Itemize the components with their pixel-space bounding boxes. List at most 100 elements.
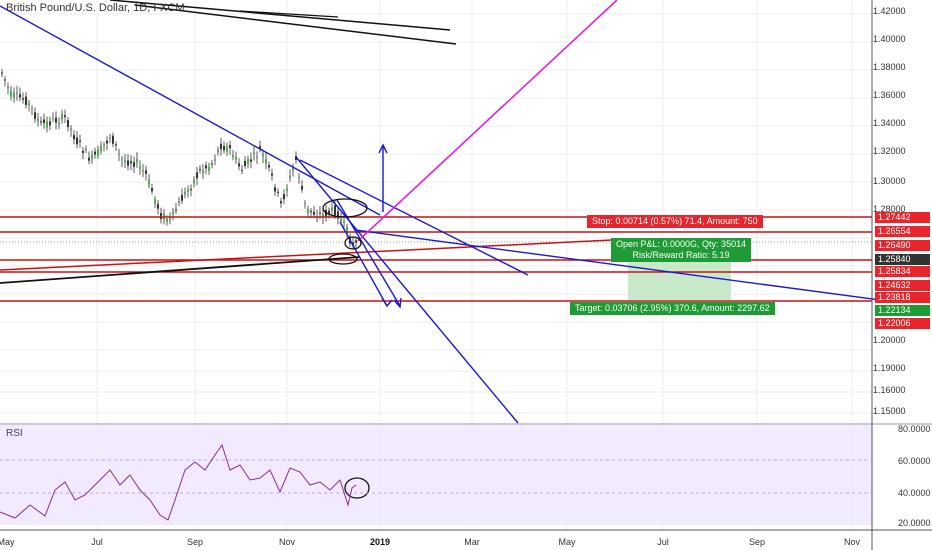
- candle: [181, 194, 183, 201]
- candle: [298, 176, 300, 178]
- annotations[interactable]: [322, 198, 370, 499]
- candle: [112, 135, 114, 144]
- red-trendline[interactable]: [0, 239, 613, 271]
- price-tick: 1.34000: [873, 118, 906, 128]
- candle: [154, 199, 156, 204]
- candle: [217, 149, 219, 153]
- price-pane[interactable]: [0, 0, 872, 423]
- candle: [88, 157, 90, 161]
- symbol-title[interactable]: British Pound/U.S. Dollar, 1D, FXCM: [6, 2, 185, 14]
- ellipse-annotation: [328, 253, 358, 265]
- candle: [97, 149, 99, 156]
- candle: [22, 98, 24, 100]
- target-zone[interactable]: [628, 259, 731, 300]
- date-tick: Mar: [464, 537, 480, 547]
- black-trendline[interactable]: [0, 256, 361, 284]
- candle: [196, 172, 198, 179]
- candle: [133, 162, 135, 167]
- current-price-badge: 1.25840: [875, 254, 930, 265]
- candle: [70, 128, 72, 130]
- candle: [211, 163, 213, 165]
- rsi-label[interactable]: RSI: [6, 428, 23, 439]
- candle: [100, 145, 102, 152]
- date-tick: Jul: [657, 537, 669, 547]
- candle: [331, 207, 333, 211]
- candle: [61, 114, 63, 120]
- candle: [310, 211, 312, 213]
- price-tick: 1.30000: [873, 176, 906, 186]
- candle: [232, 155, 234, 158]
- price-tick: 1.16000: [873, 385, 906, 395]
- target-label[interactable]: Target: 0.03706 (2.95%) 370.6, Amount: 2…: [570, 302, 775, 315]
- candle: [37, 119, 39, 122]
- target-price-badge: 1.22134: [875, 305, 930, 316]
- candle: [73, 135, 75, 140]
- candle: [28, 103, 30, 106]
- pnl-line: Open P&L: 0.0000G, Qty: 35014: [616, 239, 747, 249]
- candle: [157, 203, 159, 209]
- candle: [340, 218, 342, 222]
- candle: [13, 92, 15, 98]
- candle: [271, 173, 273, 176]
- candle: [328, 210, 330, 214]
- candle: [25, 96, 27, 105]
- candle: [139, 166, 141, 169]
- date-tick: Sep: [186, 537, 204, 547]
- candle: [94, 151, 96, 155]
- blue-descending-line: [354, 229, 896, 303]
- blue-steep-line: [295, 156, 519, 424]
- candle: [322, 213, 324, 219]
- rsi-tick: 40.0000: [898, 488, 931, 498]
- candle: [178, 201, 180, 204]
- candle: [7, 86, 9, 89]
- candle: [337, 211, 339, 219]
- blue-trendlines[interactable]: [0, 5, 896, 424]
- candle: [40, 121, 42, 123]
- rsi-ellipse-annotation: [344, 477, 370, 499]
- rsi-tick: 60.0000: [898, 456, 931, 466]
- magenta-line[interactable]: [357, 0, 618, 242]
- candle: [106, 140, 108, 144]
- rsi-pane[interactable]: [0, 425, 872, 525]
- candle: [235, 156, 237, 160]
- candle: [49, 121, 51, 126]
- candle: [319, 212, 321, 214]
- candle: [4, 79, 6, 81]
- pnl-label[interactable]: Open P&L: 0.0000G, Qty: 35014 Risk/Rewar…: [611, 238, 752, 262]
- candle: [262, 153, 264, 157]
- candle: [85, 148, 87, 151]
- candle: [202, 170, 204, 174]
- date-tick: May: [558, 537, 576, 547]
- black-channel-upper[interactable]: [109, 0, 451, 31]
- candle: [109, 137, 111, 139]
- candle: [103, 144, 105, 146]
- date-tick: Jul: [91, 537, 103, 547]
- candle: [277, 191, 279, 193]
- rsi-line: [0, 443, 357, 521]
- candle: [184, 191, 186, 195]
- candle: [199, 169, 201, 171]
- blue-arrow-line-1: [336, 199, 401, 307]
- candle: [76, 137, 78, 145]
- price-badge: 1.27442: [875, 212, 930, 223]
- candle: [130, 161, 132, 164]
- candle: [52, 118, 54, 120]
- candle: [43, 119, 45, 124]
- candle: [79, 140, 81, 142]
- black-channel-lower[interactable]: [134, 4, 457, 45]
- price-badge: 1.24632: [875, 280, 930, 291]
- price-tick: 1.32000: [873, 146, 906, 156]
- blue-arrow-head-2: [393, 297, 402, 309]
- candle: [343, 221, 345, 223]
- candle: [220, 143, 222, 150]
- black-short-line[interactable]: [239, 10, 339, 18]
- blue-arrow-head-1: [381, 297, 393, 308]
- candle: [10, 90, 12, 97]
- date-tick: Sep: [748, 537, 766, 547]
- price-badge: 1.22006: [875, 318, 930, 329]
- stop-label[interactable]: Stop: 0.00714 (0.57%) 71.4, Amount: 750: [587, 215, 763, 228]
- price-badge: 1.23818: [875, 292, 930, 303]
- candle: [241, 169, 243, 171]
- candle: [166, 218, 168, 222]
